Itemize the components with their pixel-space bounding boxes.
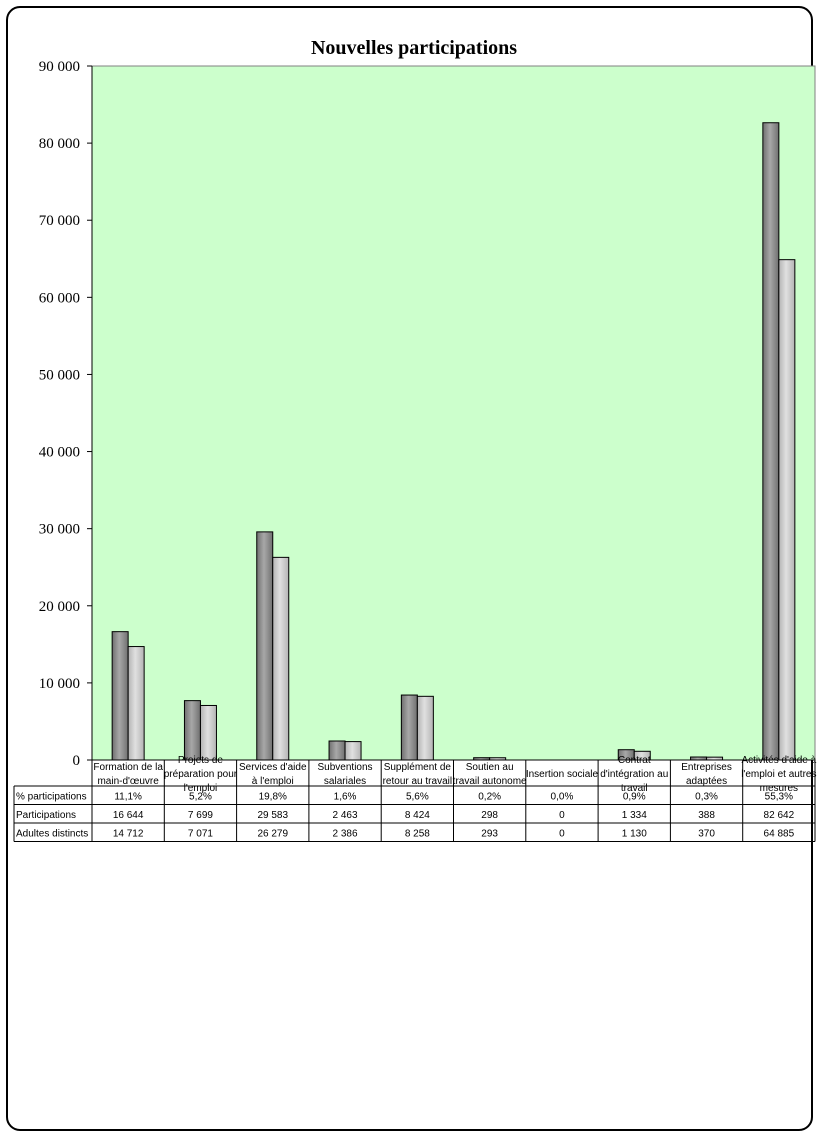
table-cell: 0 (559, 828, 565, 839)
table-cell: 26 279 (257, 828, 288, 839)
table-row-label: % participations (16, 791, 87, 802)
category-label: travail autonome (453, 776, 527, 787)
category-label: mesures (760, 783, 798, 794)
category-label: Soutien au (466, 762, 514, 773)
category-label: d'intégration au (600, 769, 668, 780)
table-cell: 0,3% (695, 791, 718, 802)
category-label: l'emploi (184, 783, 218, 794)
y-tick-label: 60 000 (39, 290, 80, 306)
y-tick-label: 40 000 (39, 445, 80, 461)
y-tick-label: 30 000 (39, 522, 80, 538)
bar-adultes-distincts (344, 741, 362, 761)
table-cell: 5,6% (406, 791, 429, 802)
y-tick-label: 10 000 (39, 676, 80, 692)
y-tick-label: 90 000 (39, 59, 80, 75)
category-label: à l'emploi (252, 776, 294, 787)
y-tick-label: 0 (73, 753, 81, 769)
table-cell: 19,8% (259, 791, 287, 802)
category-label: retour au travail (383, 776, 452, 787)
category-label: préparation pour (164, 769, 238, 780)
y-tick-label: 70 000 (39, 213, 80, 229)
table-cell: 16 644 (113, 810, 144, 821)
category-label: Insertion sociale (526, 769, 599, 780)
category-label: l'emploi et autres (741, 769, 816, 780)
category-label: Projets de (178, 755, 223, 766)
bar-adultes-distincts (272, 556, 290, 761)
table-cell: 7 071 (188, 828, 213, 839)
category-label: main-d'œuvre (97, 776, 159, 787)
bar-participations (256, 531, 274, 761)
bar-adultes-distincts (199, 704, 217, 761)
table-cell: 1 130 (622, 828, 647, 839)
table-cell: 0,0% (551, 791, 574, 802)
table-cell: 7 699 (188, 810, 213, 821)
table-row-label: Participations (16, 810, 76, 821)
chart-title: Nouvelles participations (311, 37, 517, 59)
bar-participations (111, 631, 129, 761)
table-cell: 1,6% (334, 791, 357, 802)
bar-adultes-distincts (127, 646, 145, 761)
plot-area (91, 65, 816, 761)
category-label: Entreprises (681, 762, 732, 773)
category-label: salariales (324, 776, 366, 787)
table-cell: 2 386 (333, 828, 358, 839)
category-label: Supplément de (384, 762, 452, 773)
bar-participations (762, 122, 780, 761)
bar-participations (328, 740, 346, 761)
table-cell: 14 712 (113, 828, 144, 839)
table-cell: 1 334 (622, 810, 647, 821)
category-label: Activités d'aide à (741, 755, 816, 766)
category-label: Services d'aide (239, 762, 307, 773)
bar-participations (400, 694, 418, 761)
table-cell: 8 258 (405, 828, 430, 839)
table-cell: 370 (698, 828, 715, 839)
table-cell: 2 463 (333, 810, 358, 821)
category-label: Contrat (618, 755, 651, 766)
table-cell: 0 (559, 810, 565, 821)
y-tick-label: 50 000 (39, 367, 80, 383)
bar-participations (183, 700, 201, 761)
table-cell: 5,2% (189, 791, 212, 802)
category-label: Formation de la (93, 762, 163, 773)
table-cell: 11,1% (114, 791, 142, 802)
table-cell: 0,2% (478, 791, 501, 802)
bar-adultes-distincts (778, 259, 796, 761)
table-row-label: Adultes distincts (16, 828, 88, 839)
table-cell: 55,3% (765, 791, 793, 802)
y-tick-label: 80 000 (39, 136, 80, 152)
table-cell: 64 885 (764, 828, 795, 839)
category-label: adaptées (686, 776, 727, 787)
table-cell: 8 424 (405, 810, 430, 821)
table-cell: 29 583 (257, 810, 288, 821)
category-label: Subventions (318, 762, 373, 773)
table-cell: 82 642 (764, 810, 795, 821)
table-cell: 388 (698, 810, 715, 821)
table-cell: 298 (481, 810, 498, 821)
table-cell: 293 (481, 828, 498, 839)
category-label: travail (621, 783, 648, 794)
bar-adultes-distincts (416, 695, 434, 761)
table-cell: 0,9% (623, 791, 646, 802)
y-tick-label: 20 000 (39, 599, 80, 615)
